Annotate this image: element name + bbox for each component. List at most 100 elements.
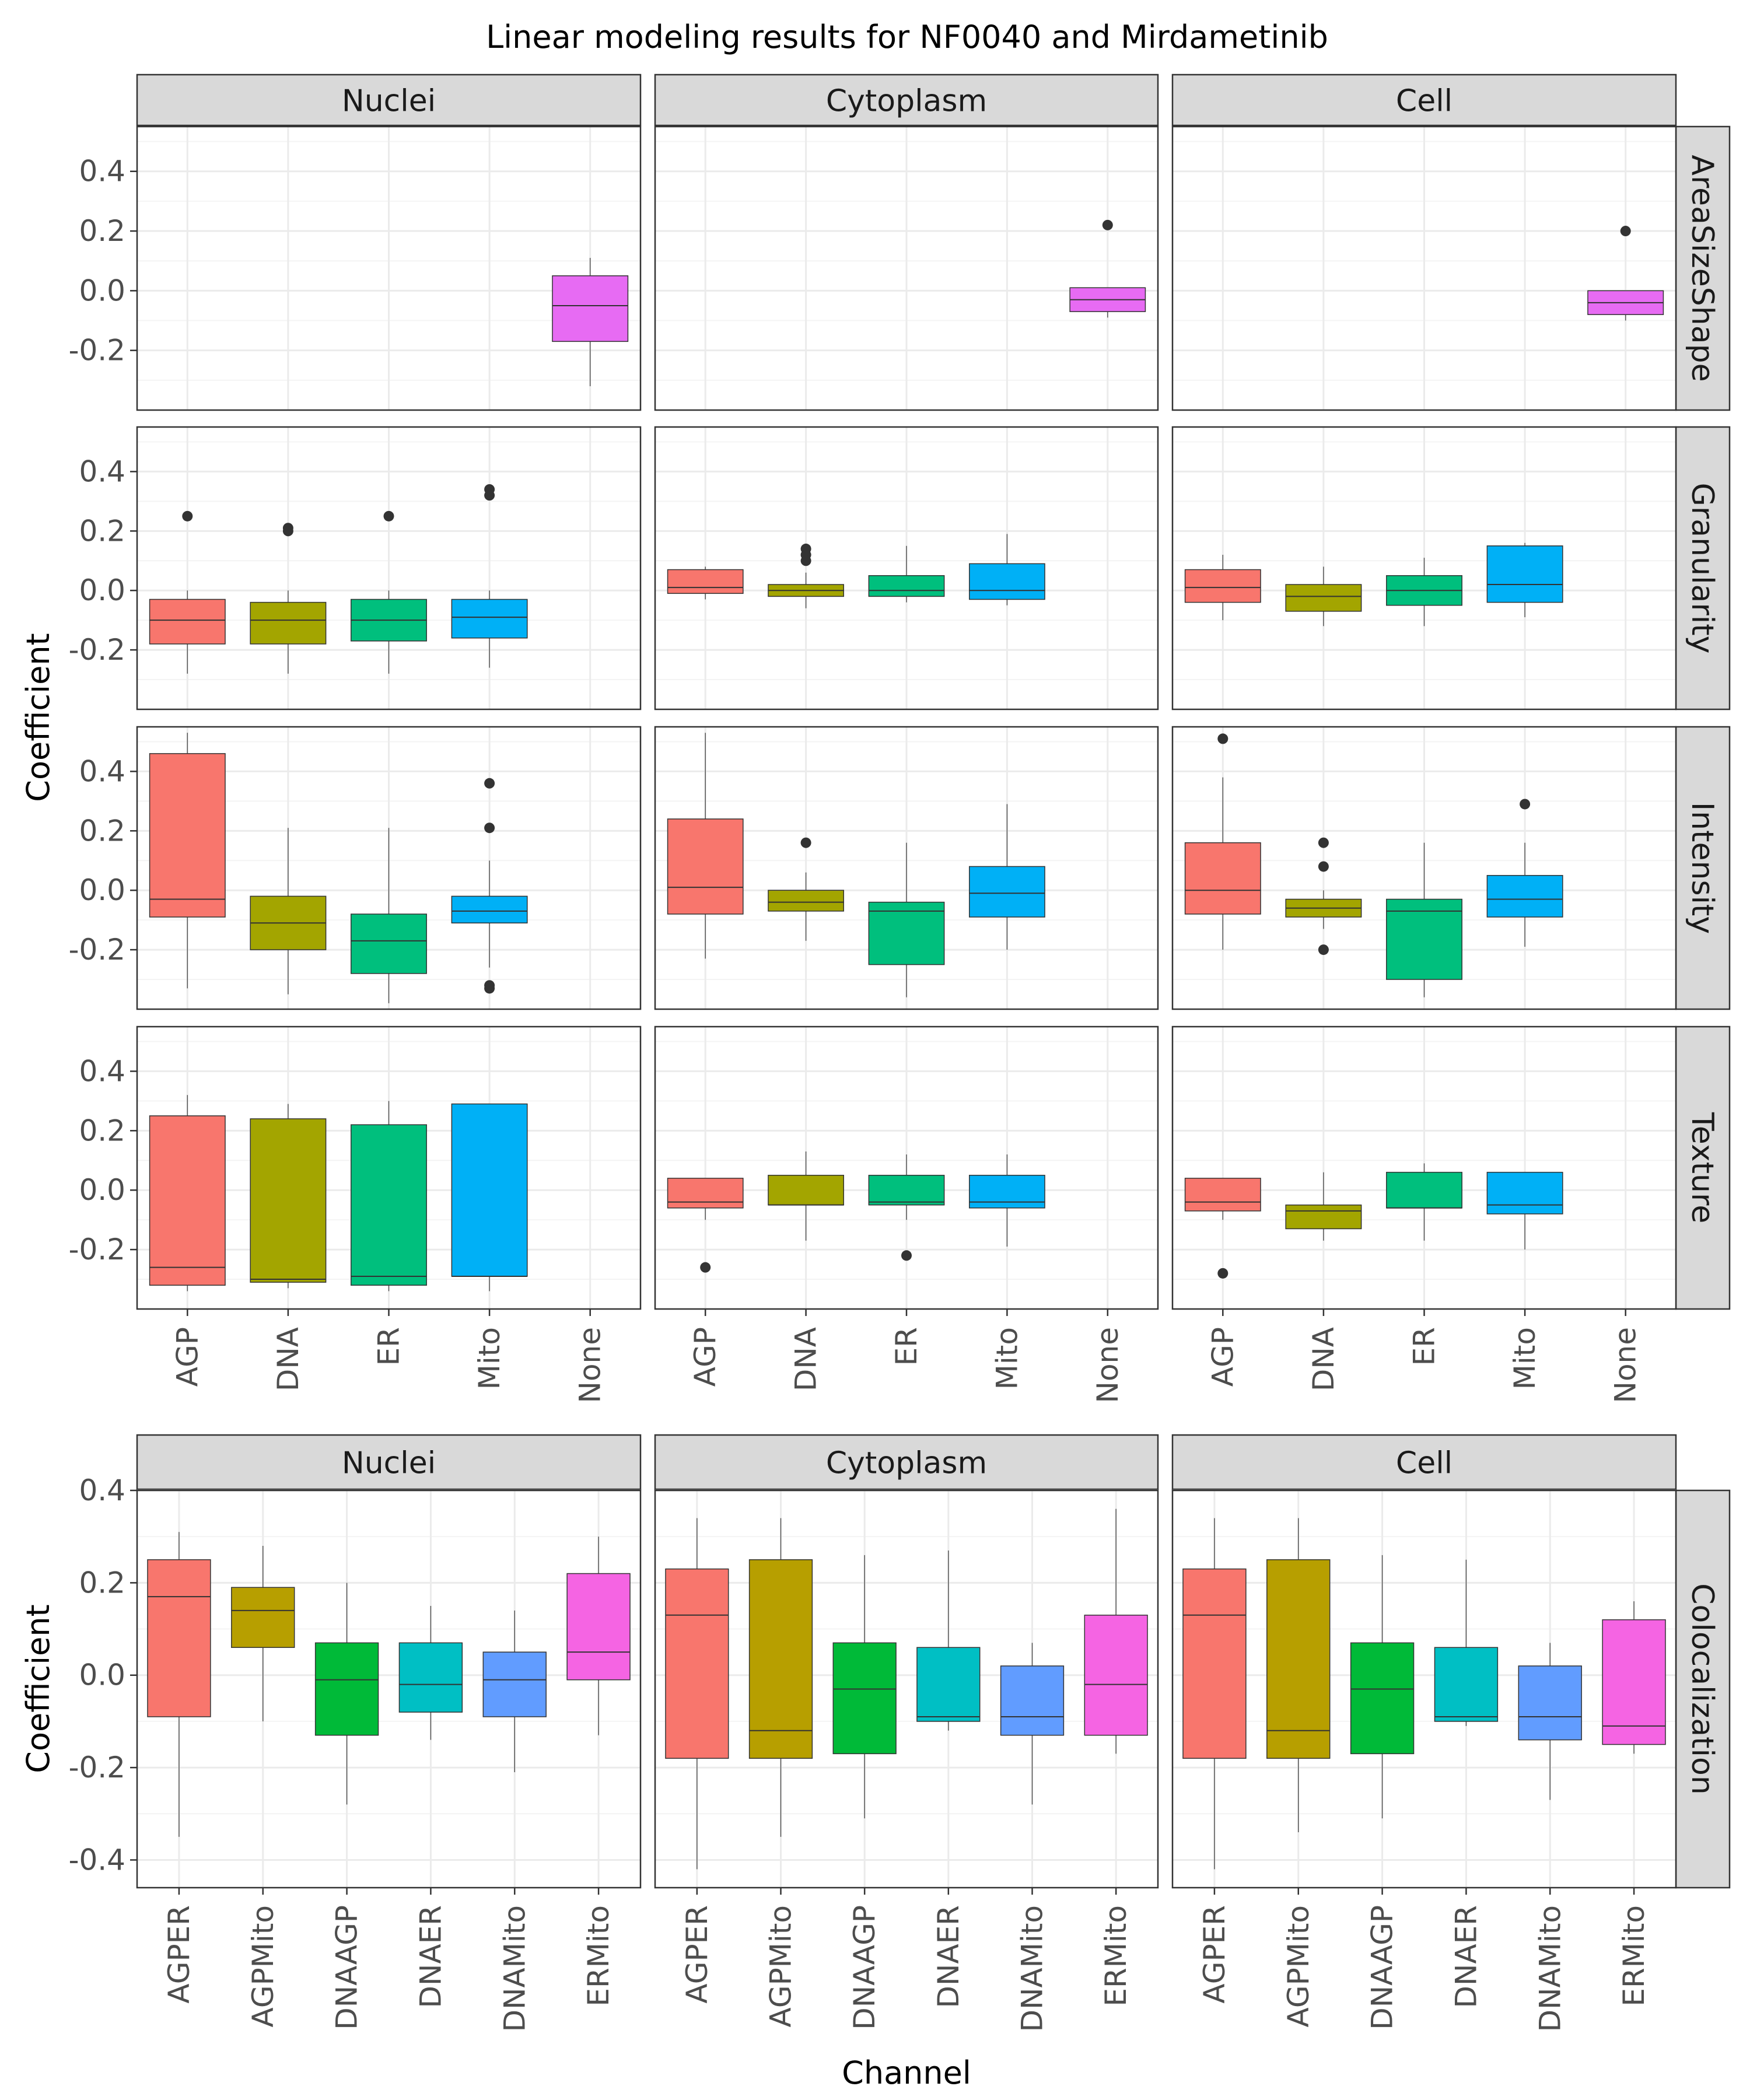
x-tick-label: Mito — [1508, 1327, 1542, 1390]
y-tick-label: 0.0 — [79, 1658, 125, 1692]
box-agp — [1184, 555, 1261, 621]
box-iqr — [868, 575, 945, 597]
box-iqr — [482, 1651, 547, 1717]
x-tick-label: DNAMito — [498, 1905, 531, 2032]
panel-border — [1171, 1489, 1677, 1889]
box-iqr — [231, 1587, 295, 1648]
box-iqr — [768, 1174, 844, 1206]
box-dnaer — [398, 1605, 463, 1740]
outlier-point — [1318, 944, 1329, 956]
box-iqr — [1184, 842, 1261, 915]
x-tick-label: None — [573, 1327, 607, 1403]
row-strip-texture — [1675, 1026, 1731, 1310]
y-tick-label: 0.4 — [79, 454, 125, 488]
box-er — [351, 828, 427, 1003]
panel-border — [654, 426, 1159, 710]
x-tick-label: AGPMito — [1282, 1905, 1315, 2027]
box-dnaer — [916, 1550, 981, 1731]
box-agp — [149, 510, 226, 674]
box-dna — [1285, 1172, 1362, 1241]
box-dnamito — [482, 1610, 547, 1773]
outlier-point — [1217, 1268, 1228, 1279]
column-strip-nuclei — [136, 74, 642, 127]
x-tick-label: DNA — [1307, 1327, 1340, 1391]
row-strip-label: Texture — [1685, 1112, 1720, 1223]
outlier-point — [1620, 226, 1631, 237]
outlier-point — [800, 555, 811, 566]
box-iqr — [1285, 584, 1362, 612]
x-tick-label: AGP — [170, 1327, 204, 1387]
outlier-point — [901, 1250, 912, 1261]
box-agp — [149, 733, 226, 989]
box-iqr — [667, 569, 744, 594]
panel-texture-cytoplasm — [654, 1026, 1159, 1310]
panel-background — [655, 1490, 1158, 1888]
box-iqr — [149, 1115, 226, 1286]
box-none — [552, 258, 629, 387]
x-tick-label: Mito — [473, 1327, 506, 1390]
x-tick-label: None — [1091, 1327, 1125, 1403]
panel-granularity-cytoplasm — [654, 426, 1159, 710]
box-iqr — [1285, 1204, 1362, 1230]
box-iqr — [451, 598, 528, 639]
box-iqr — [1350, 1642, 1415, 1755]
panel-border — [654, 726, 1159, 1010]
y-tick-label: 0.4 — [79, 1474, 125, 1507]
x-tick-label: DNAER — [414, 1905, 447, 2008]
x-tick-label: DNAAGP — [330, 1905, 364, 2030]
column-strip-label: Cell — [1396, 1446, 1452, 1481]
box-mito — [1486, 1171, 1563, 1250]
panel-intensity-nuclei — [136, 726, 642, 1010]
box-iqr — [832, 1642, 897, 1755]
outlier-point — [1102, 219, 1113, 230]
outlier-point — [700, 1262, 711, 1273]
box-agp — [1184, 733, 1261, 950]
panel-granularity-nuclei — [136, 426, 642, 710]
box-ermito — [566, 1536, 631, 1735]
x-tick-label: DNA — [271, 1327, 305, 1391]
x-tick-label: AGPMito — [246, 1905, 280, 2027]
box-agpmito — [1266, 1518, 1331, 1832]
box-agper — [665, 1518, 729, 1870]
x-tick-label: None — [1609, 1327, 1643, 1403]
box-er — [868, 545, 945, 603]
box-dna — [768, 1151, 844, 1241]
box-iqr — [451, 1103, 528, 1277]
x-tick-label: AGP — [688, 1327, 722, 1387]
box-dna — [1285, 566, 1362, 626]
outlier-point — [1520, 799, 1531, 810]
box-iqr — [969, 1174, 1045, 1209]
box-ermito — [1084, 1508, 1148, 1754]
row-strip-label: AreaSizeShape — [1685, 155, 1720, 382]
box-iqr — [1184, 569, 1261, 603]
panel-border — [136, 125, 642, 411]
box-iqr — [748, 1559, 813, 1759]
box-agp — [1184, 1178, 1261, 1279]
panel-border — [1171, 726, 1677, 1010]
box-iqr — [1084, 1615, 1148, 1736]
box-iqr — [1266, 1559, 1331, 1759]
panel-colocalization-cell — [1171, 1489, 1677, 1889]
box-dna — [1285, 837, 1362, 956]
box-mito — [1486, 799, 1563, 947]
x-tick-label: ERMito — [1617, 1905, 1651, 2007]
y-tick-label: 0.2 — [79, 1114, 125, 1147]
box-agp — [149, 1095, 226, 1292]
panel-intensity-cell — [1171, 726, 1677, 1010]
outlier-point — [1318, 837, 1329, 848]
panel-colocalization-nuclei — [136, 1489, 642, 1889]
y-tick-label: 0.2 — [79, 1566, 125, 1600]
y-tick-label: 0.4 — [79, 754, 125, 788]
outlier-point — [1217, 733, 1228, 744]
y-axis-label: Coefficient — [20, 633, 57, 802]
box-iqr — [665, 1568, 729, 1759]
row-strip-label: Intensity — [1685, 802, 1720, 934]
row-strip-intensity — [1675, 726, 1731, 1010]
outlier-point — [383, 510, 394, 522]
box-iqr — [667, 1178, 744, 1209]
box-er — [868, 842, 945, 998]
box-iqr — [868, 901, 945, 965]
panel-border — [136, 426, 642, 710]
x-tick-label: AGPER — [162, 1905, 196, 2004]
x-axis-label: Channel — [842, 2054, 971, 2091]
